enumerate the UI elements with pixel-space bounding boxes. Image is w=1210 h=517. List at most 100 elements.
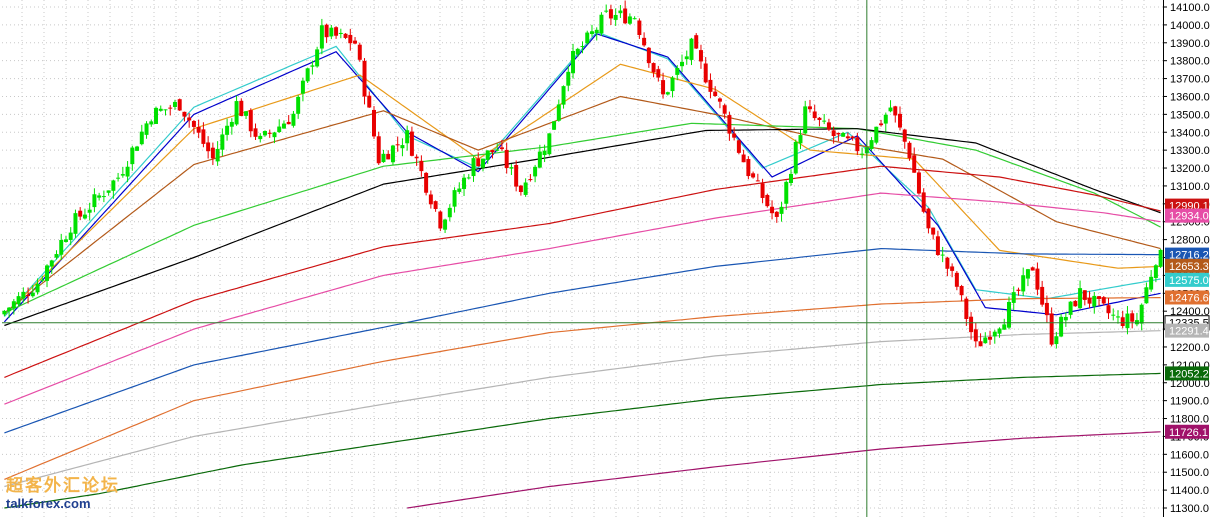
price-axis-tick-label: 13900.0 xyxy=(1170,38,1210,50)
candle-down xyxy=(182,111,187,117)
candle-down xyxy=(708,79,713,92)
candle-up xyxy=(172,101,177,107)
price-tag: 12653.3 xyxy=(1165,258,1209,273)
candle-down xyxy=(755,180,760,182)
candle-up xyxy=(1063,316,1068,321)
candle-up xyxy=(73,213,78,234)
candle-down xyxy=(518,185,523,193)
candle-down xyxy=(969,316,974,333)
candle-up xyxy=(310,65,315,67)
candle-up xyxy=(940,254,945,256)
candle-up xyxy=(1059,316,1064,337)
candle-up xyxy=(874,126,879,143)
candle-up xyxy=(684,56,689,60)
candle-up xyxy=(225,125,230,135)
candle-down xyxy=(476,158,481,167)
candle-up xyxy=(665,92,670,95)
candle-up xyxy=(1115,316,1120,318)
candle-up xyxy=(556,104,561,121)
price-tag-box xyxy=(1165,424,1209,439)
price-tag-label: 12291.4 xyxy=(1169,326,1209,338)
candle-up xyxy=(7,307,12,311)
candle-down xyxy=(661,80,666,95)
price-axis-tick-label: 11300.0 xyxy=(1170,503,1209,515)
candle-up xyxy=(841,132,846,137)
price-axis-tick-label: 11800.0 xyxy=(1170,414,1209,426)
candle-up xyxy=(229,121,234,127)
candle-down xyxy=(168,107,173,109)
candle-up xyxy=(860,153,865,155)
candle-up xyxy=(1006,301,1011,328)
candle-up xyxy=(16,296,21,305)
candle-down xyxy=(656,69,661,78)
candle-down xyxy=(26,295,31,297)
price-tag: 12934.0 xyxy=(1165,208,1209,223)
moving-average-line xyxy=(4,128,1161,327)
candle-down xyxy=(286,121,291,125)
candle-up xyxy=(784,181,789,204)
candle-up xyxy=(869,140,874,149)
candle-up xyxy=(30,292,35,297)
chart-grid xyxy=(2,0,1163,517)
candle-up xyxy=(263,131,267,136)
candle-up xyxy=(277,126,282,133)
candle-up xyxy=(154,107,159,124)
price-tag: 12476.6 xyxy=(1165,290,1209,305)
candle-down xyxy=(898,113,902,128)
candle-up xyxy=(281,123,286,129)
candle-up xyxy=(135,146,140,151)
candle-down xyxy=(727,115,732,134)
candle-down xyxy=(954,272,959,287)
moving-average-line xyxy=(4,165,1161,378)
candle-up xyxy=(547,133,552,155)
candle-down xyxy=(817,117,822,121)
candle-up xyxy=(675,67,680,75)
candle-up xyxy=(680,61,685,67)
candle-up xyxy=(381,153,386,163)
price-axis-tick-label: 13200.0 xyxy=(1170,163,1210,175)
candle-up xyxy=(405,130,410,144)
candle-up xyxy=(92,194,97,208)
candle-up xyxy=(594,29,599,34)
candle-up xyxy=(390,145,395,163)
candle-up xyxy=(627,16,632,24)
candle-up xyxy=(163,109,168,111)
price-tag-box xyxy=(1165,272,1209,287)
candle-up xyxy=(485,150,490,160)
price-axis-tick-label: 13300.0 xyxy=(1170,145,1210,157)
candle-down xyxy=(950,266,955,271)
candle-down xyxy=(210,147,215,159)
candle-down xyxy=(826,122,831,130)
candle-up xyxy=(258,135,263,140)
candle-down xyxy=(1049,313,1054,345)
candle-up xyxy=(480,158,485,168)
candle-down xyxy=(376,136,381,164)
candle-up xyxy=(1054,336,1059,345)
candle-up xyxy=(983,337,988,344)
price-axis-tick-label: 11500.0 xyxy=(1170,467,1209,479)
candle-down xyxy=(1097,296,1102,299)
candle-down xyxy=(324,24,329,38)
candle-down xyxy=(746,159,751,177)
candle-up xyxy=(400,145,405,149)
candle-down xyxy=(239,100,244,116)
candle-up xyxy=(244,111,249,116)
candle-down xyxy=(912,155,917,173)
watermark-chinese: 超客外汇论坛 xyxy=(6,475,120,496)
candle-down xyxy=(722,105,727,114)
price-axis-tick-label: 12200.0 xyxy=(1170,342,1210,354)
candle-down xyxy=(651,63,656,73)
candle-down xyxy=(490,150,495,153)
candle-up xyxy=(604,10,609,12)
candle-down xyxy=(931,227,936,235)
candle-down xyxy=(343,33,348,38)
candle-up xyxy=(822,120,827,122)
price-axis-tick-label: 13600.0 xyxy=(1170,91,1210,103)
candle-down xyxy=(253,128,258,137)
candle-down xyxy=(357,44,362,60)
moving-average-line xyxy=(4,95,1161,314)
price-tag-box xyxy=(1165,290,1209,305)
moving-average-line xyxy=(4,247,1161,434)
candle-up xyxy=(888,107,893,112)
candle-down xyxy=(959,286,964,296)
